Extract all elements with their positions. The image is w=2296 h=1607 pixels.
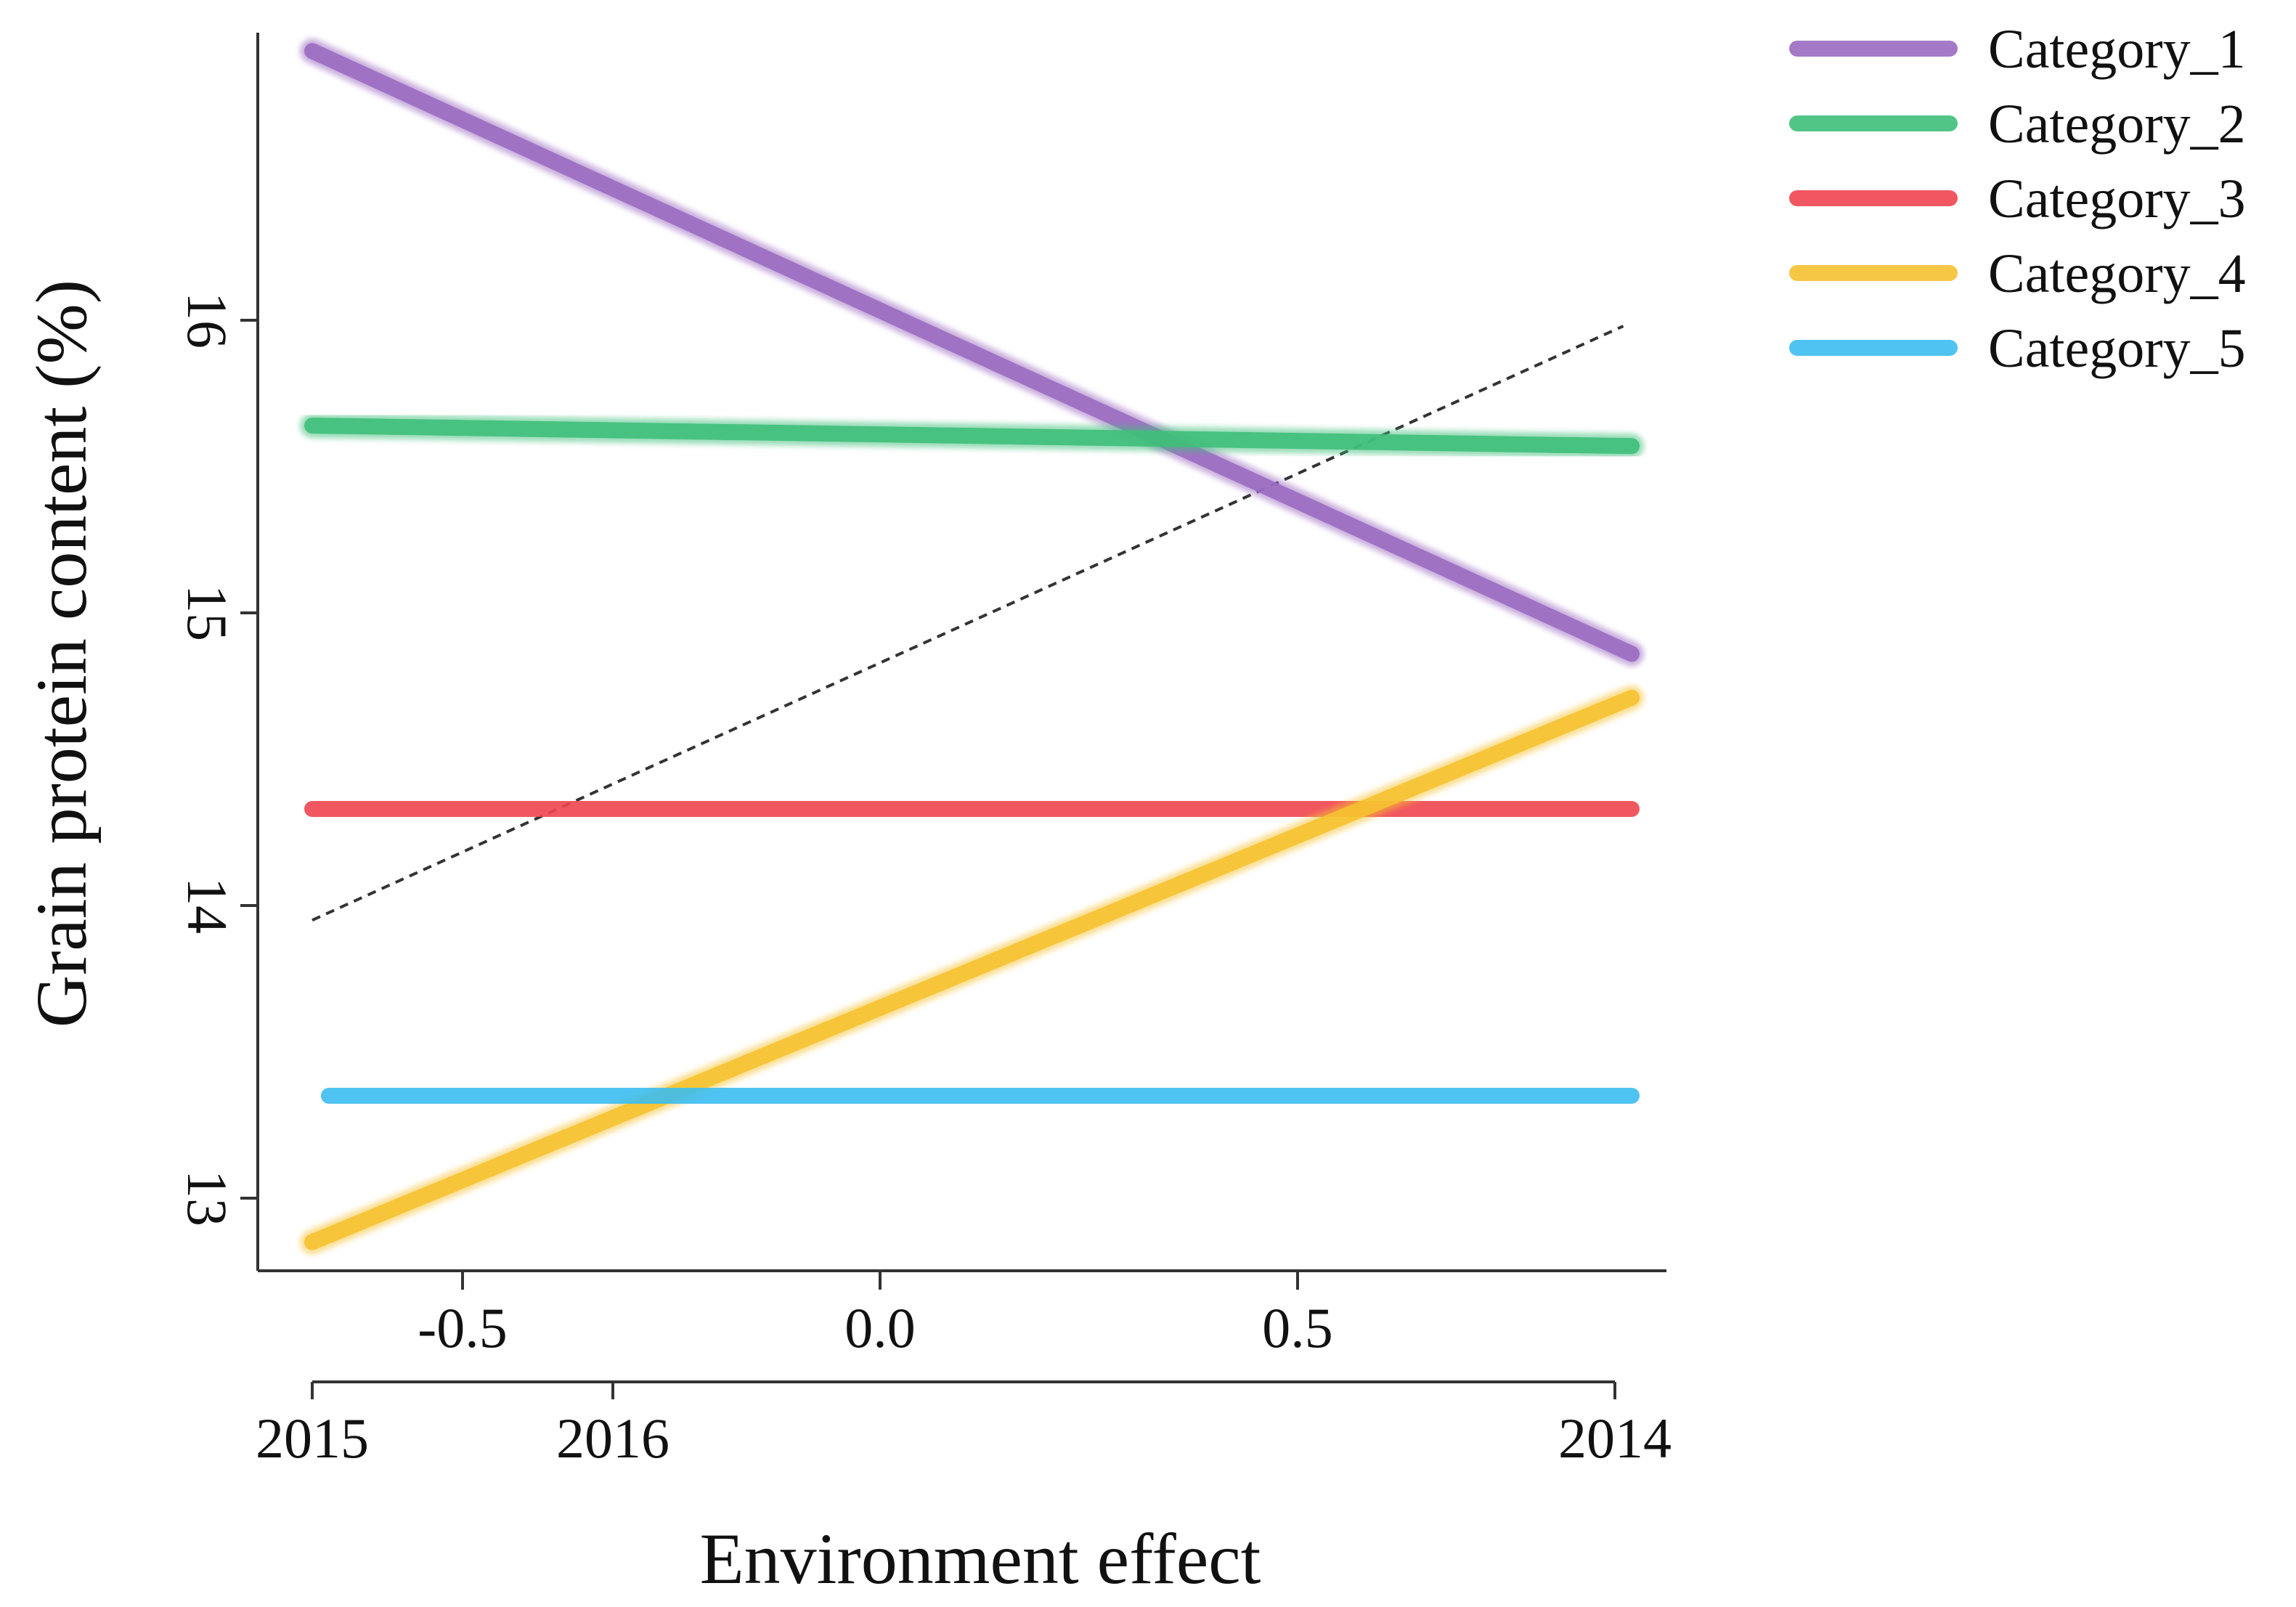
x-tick-label: 0.5 xyxy=(1262,1296,1333,1359)
legend-label: Category_4 xyxy=(1988,243,2246,304)
legend-item: Category_5 xyxy=(1785,318,2246,379)
series-stroke xyxy=(304,418,1640,455)
year-tick-label: 2014 xyxy=(1558,1407,1672,1470)
x-tick-label: 0.0 xyxy=(844,1296,916,1359)
x-axis-title: Environment effect xyxy=(700,1518,1261,1599)
y-axis-title: Grain protein content (%) xyxy=(21,280,102,1028)
x-tick-label: -0.5 xyxy=(418,1296,507,1359)
series-stroke xyxy=(304,43,1640,662)
legend-label: Category_2 xyxy=(1988,94,2246,155)
legend-item: Category_4 xyxy=(1785,243,2246,304)
y-tick-label: 16 xyxy=(176,292,239,349)
legend-item: Category_1 xyxy=(1785,19,2246,80)
reference-line xyxy=(312,325,1624,922)
legend-item: Category_3 xyxy=(1785,168,2246,229)
legend-label: Category_5 xyxy=(1988,318,2246,379)
series-line-category-1 xyxy=(300,38,1644,667)
y-tick-label: 13 xyxy=(176,1170,239,1226)
legend-label: Category_1 xyxy=(1988,19,2246,80)
legend-item: Category_2 xyxy=(1785,94,2246,155)
y-tick-label: 14 xyxy=(176,877,239,934)
legend-label: Category_3 xyxy=(1988,168,2246,229)
year-tick-label: 2015 xyxy=(256,1407,369,1470)
series-stroke xyxy=(304,689,1640,1250)
series-line-category-4 xyxy=(300,685,1644,1255)
series-line-category-2 xyxy=(300,413,1644,459)
year-tick-label: 2016 xyxy=(556,1407,669,1470)
y-tick-label: 15 xyxy=(176,585,239,641)
